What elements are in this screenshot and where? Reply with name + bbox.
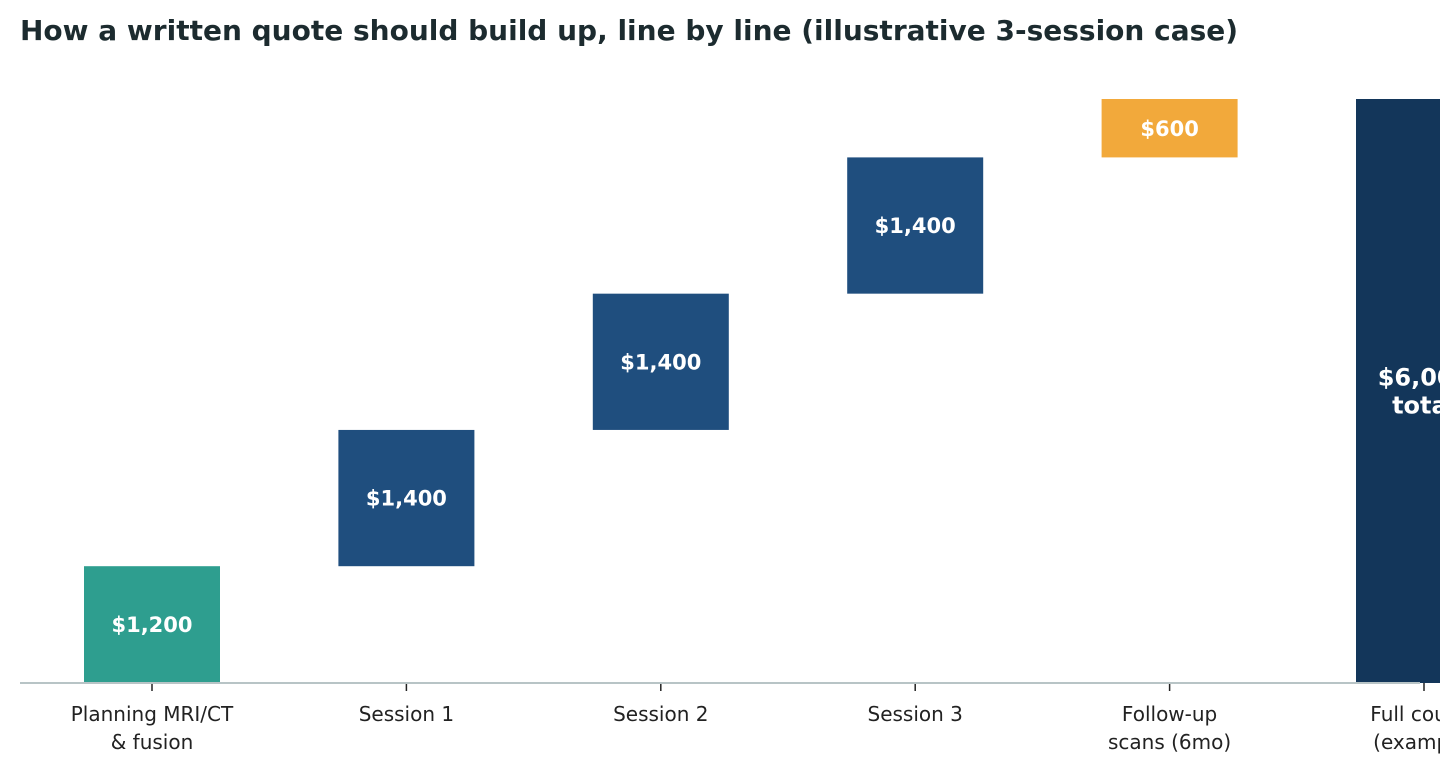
step-bar xyxy=(84,566,220,683)
bar-value-label: total xyxy=(1392,392,1440,420)
bar-value-label: $6,000 xyxy=(1378,364,1440,392)
bar-value-label: $1,400 xyxy=(875,214,956,238)
x-tick-label: Planning MRI/CT xyxy=(71,702,234,726)
bar-group-4: $1,400 xyxy=(847,157,984,294)
bar-group-2: $1,400 xyxy=(338,429,475,567)
step-bar xyxy=(847,157,984,294)
x-tick-label: Session 3 xyxy=(868,702,963,726)
bar-value-label: $1,400 xyxy=(620,350,701,374)
bar-group-3: $1,400 xyxy=(592,293,729,430)
x-tick-label: scans (6mo) xyxy=(1108,730,1231,754)
x-tick-label: Session 2 xyxy=(613,702,708,726)
x-axis: Planning MRI/CT & fusion Session 1 Session … xyxy=(20,682,1440,754)
bars-layer: $1,200 $1,400 $1,400 $1,400 $600 $6,000total xyxy=(84,99,1440,683)
x-tick-label: (example) xyxy=(1373,730,1440,754)
step-bar xyxy=(338,429,475,567)
chart-title: How a written quote should build up, lin… xyxy=(20,14,1239,47)
total-bar xyxy=(1356,99,1440,683)
x-tick-label: Session 1 xyxy=(359,702,454,726)
x-tick-label: Follow-up xyxy=(1122,702,1217,726)
x-tick-label: & fusion xyxy=(111,730,194,754)
bar-group-1: $1,200 xyxy=(84,566,220,683)
step-bar xyxy=(592,293,729,430)
bar-value-label: $1,200 xyxy=(111,613,192,637)
bar-group-5: $600 xyxy=(1101,99,1238,158)
step-bar xyxy=(1101,99,1238,158)
x-tick-label: Full course xyxy=(1370,702,1440,726)
bar-value-label: $1,400 xyxy=(366,487,447,511)
bar-group-6: $6,000total xyxy=(1356,99,1440,683)
bar-value-label: $600 xyxy=(1140,117,1198,141)
